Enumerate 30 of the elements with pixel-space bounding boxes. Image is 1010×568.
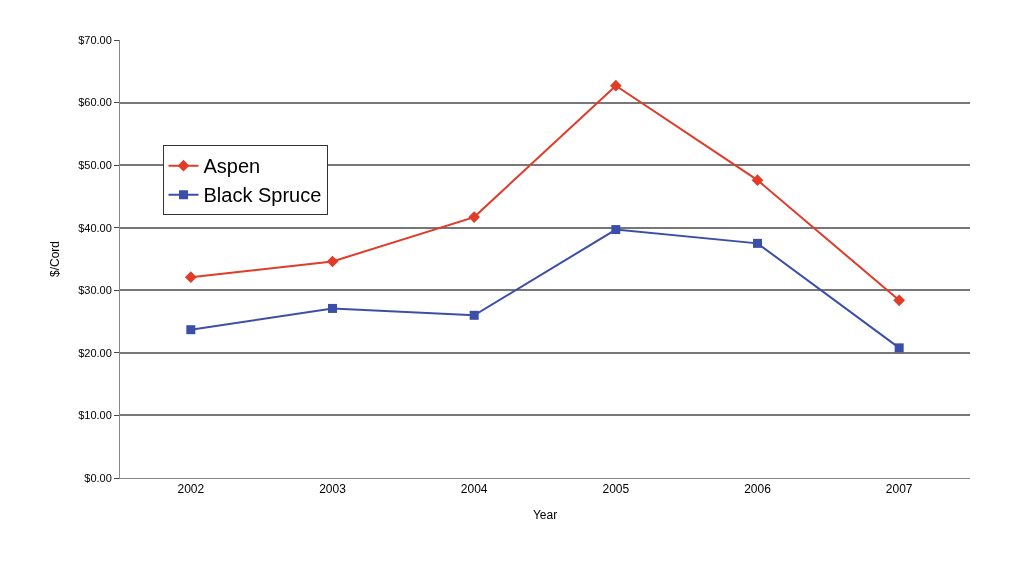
legend-label: Aspen xyxy=(203,155,261,178)
x-tick-label: 2005 xyxy=(602,482,630,497)
y-tick-label: $10.00 xyxy=(78,409,112,422)
point xyxy=(893,294,906,307)
point xyxy=(609,79,622,92)
point xyxy=(753,238,762,248)
legend-label: Black Spruce xyxy=(203,184,322,207)
y-tick-label: $40.00 xyxy=(78,221,112,234)
x-tick-label: 2003 xyxy=(319,482,347,497)
point xyxy=(894,343,904,353)
point xyxy=(469,310,479,320)
point xyxy=(186,325,196,335)
point xyxy=(184,271,197,283)
y-tick-label: $50.00 xyxy=(78,158,112,171)
x-tick-label: 2006 xyxy=(744,482,772,497)
x-tick-label: 2002 xyxy=(177,482,205,497)
point xyxy=(751,174,764,187)
y-axis-title: $/Cord xyxy=(48,240,63,278)
y-tick-label: $70.00 xyxy=(78,33,112,46)
point xyxy=(611,225,621,235)
y-tick-label: $20.00 xyxy=(78,346,112,359)
y-tick-label: $60.00 xyxy=(78,96,112,109)
x-tick-label: 2004 xyxy=(460,482,488,497)
x-tick-label: 2007 xyxy=(885,482,913,497)
x-axis-title: Year xyxy=(532,508,558,523)
point xyxy=(326,255,339,268)
y-tick-label: $0.00 xyxy=(84,471,112,484)
point xyxy=(328,303,337,313)
point xyxy=(468,211,481,223)
y-tick-label: $30.00 xyxy=(78,284,112,297)
